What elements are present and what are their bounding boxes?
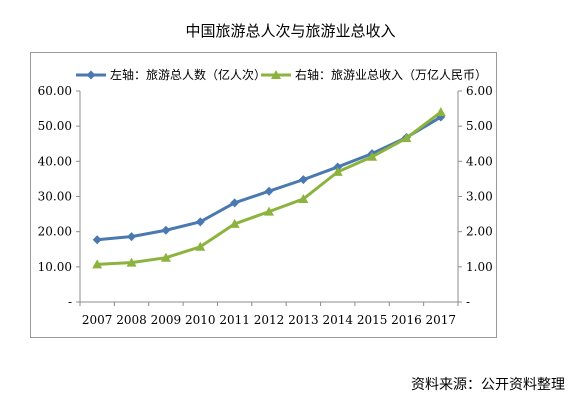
- legend-label-1: 左轴：旅游总人数（亿人次）: [110, 67, 266, 82]
- series-2-point: [401, 133, 412, 143]
- series-1-point: [127, 232, 137, 242]
- legend-marker-2: [271, 70, 281, 79]
- left-tick-label: 40.00: [38, 154, 72, 168]
- left-tick-label: 50.00: [38, 119, 72, 133]
- x-tick-label: 2015: [357, 313, 388, 327]
- series-2-point: [195, 241, 206, 251]
- legend-label-2: 右轴：旅游业总收入（万亿人民币）: [295, 67, 487, 82]
- series-line-1: [97, 115, 442, 242]
- x-tick-label: 2012: [254, 313, 285, 327]
- series-1-point: [298, 175, 308, 185]
- x-tick-label: 2013: [288, 313, 319, 327]
- x-tick-label: 2014: [322, 313, 353, 327]
- x-tick-label: 2008: [116, 313, 147, 327]
- left-tick-label: 60.00: [38, 84, 72, 98]
- x-tick-label: 2010: [185, 313, 216, 327]
- series-2-point: [229, 218, 240, 228]
- series-1-point: [161, 225, 171, 235]
- left-tick-label: 20.00: [38, 225, 72, 239]
- x-tick-label: 2017: [426, 313, 457, 327]
- chart-title: 中国旅游总人次与旅游业总收入: [185, 22, 396, 40]
- series-2-point: [298, 193, 309, 203]
- series-2-point: [160, 252, 171, 262]
- source-note: 资料来源：公开资料整理: [411, 377, 565, 393]
- right-tick-label: 4.00: [466, 154, 493, 168]
- series-2-point: [264, 206, 274, 216]
- series-1-point: [92, 235, 102, 245]
- left-tick-label: 10.00: [38, 260, 72, 274]
- x-tick-label: 2009: [151, 313, 182, 327]
- series-2-point: [332, 166, 343, 176]
- right-tick-label: 1.00: [466, 260, 493, 274]
- x-tick-label: 2007: [82, 313, 113, 327]
- left-tick-label: -: [68, 295, 72, 309]
- series-2-point: [126, 257, 137, 267]
- right-tick-label: 2.00: [466, 225, 493, 239]
- left-tick-label: 30.00: [38, 190, 72, 204]
- chart-frame: [30, 52, 497, 338]
- series-2-point: [435, 107, 446, 117]
- series-1-point: [195, 217, 205, 227]
- right-tick-label: 5.00: [466, 119, 493, 133]
- series-1-point: [230, 198, 240, 208]
- right-tick-label: 3.00: [466, 190, 493, 204]
- series-1-point: [264, 186, 274, 196]
- x-tick-label: 2016: [391, 313, 422, 327]
- x-tick-label: 2011: [219, 313, 250, 327]
- right-tick-label: -: [466, 295, 470, 309]
- right-tick-label: 6.00: [466, 84, 493, 98]
- series-2-point: [367, 151, 378, 161]
- legend-marker-1: [86, 70, 96, 80]
- series-2-point: [92, 259, 103, 269]
